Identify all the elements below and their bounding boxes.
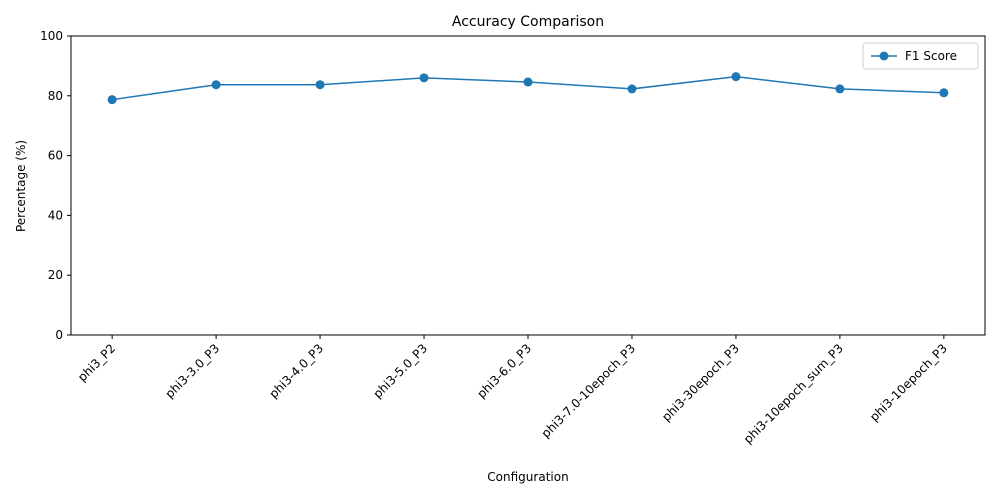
legend-box [862, 42, 979, 70]
legend-marker-swatch [879, 51, 889, 61]
y-tick-label: 0 [55, 328, 63, 342]
data-point [523, 77, 533, 87]
data-point [835, 84, 845, 94]
chart-title: Accuracy Comparison [452, 14, 604, 30]
x-axis-label: Configuration [487, 470, 568, 484]
data-point [627, 84, 637, 94]
data-point [731, 72, 741, 82]
legend: F1 Score [862, 42, 979, 70]
y-tick-label: 100 [40, 29, 63, 43]
data-point [419, 73, 429, 83]
data-point [211, 80, 221, 90]
data-point [107, 95, 117, 105]
data-point [939, 88, 949, 98]
legend-label: F1 Score [905, 49, 957, 63]
y-tick-label: 40 [48, 208, 63, 222]
y-axis-label: Percentage (%) [14, 140, 28, 232]
y-tick-label: 20 [48, 268, 63, 282]
data-point [315, 80, 325, 90]
y-tick-label: 60 [48, 149, 63, 163]
y-tick-label: 80 [48, 89, 63, 103]
